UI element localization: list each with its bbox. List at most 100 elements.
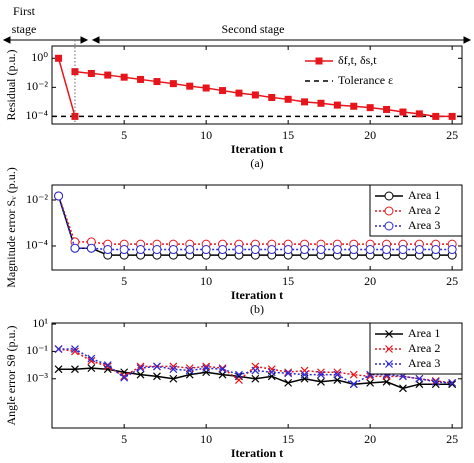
marker — [136, 370, 145, 379]
x-tick-label: 15 — [282, 128, 294, 142]
x-axis-label: Iteration t — [231, 446, 283, 460]
marker — [87, 357, 96, 365]
marker — [87, 364, 96, 373]
marker — [169, 365, 178, 374]
marker — [54, 365, 63, 374]
panel: 5 10 15 20 25 10¹ 10⁻¹ 10⁻³ Iteration t(c) Angle … — [4, 316, 463, 463]
marker — [218, 365, 227, 374]
marker — [153, 362, 161, 371]
marker — [414, 245, 424, 255]
marker — [267, 245, 277, 255]
plot — [54, 191, 457, 260]
legend-label: Area 2 — [408, 341, 440, 355]
marker — [250, 245, 260, 255]
marker — [120, 372, 129, 381]
legend-marker — [384, 221, 394, 231]
y-tick-label: 10⁰ — [31, 50, 48, 64]
marker — [267, 365, 276, 374]
plot-frame — [51, 322, 463, 429]
marker — [366, 378, 375, 387]
marker — [169, 374, 178, 383]
marker — [185, 366, 194, 375]
annotation: stage — [12, 22, 37, 36]
x-tick-label: 25 — [446, 128, 458, 142]
marker — [431, 376, 440, 385]
marker — [104, 71, 112, 79]
marker — [168, 245, 178, 255]
marker — [202, 84, 210, 92]
marker — [218, 245, 228, 255]
marker — [234, 245, 244, 255]
marker — [219, 87, 227, 95]
stage-arrows — [2, 36, 472, 44]
legend-marker — [385, 360, 393, 368]
y-axis-label: Residual (p.u.) — [4, 50, 18, 121]
x-axis-label: Iteration t — [231, 288, 283, 302]
x-axis-label: Iteration t — [231, 142, 283, 156]
legend-frame — [369, 322, 463, 375]
x-tick-label: 20 — [364, 432, 376, 446]
marker — [186, 82, 194, 90]
annotation: Second stage — [222, 22, 285, 36]
marker — [349, 370, 358, 379]
marker — [317, 99, 325, 107]
x-tick-label: 5 — [121, 432, 127, 446]
marker — [202, 364, 211, 373]
marker — [235, 370, 243, 379]
marker — [382, 245, 392, 255]
marker — [333, 101, 341, 109]
x-tick-label: 10 — [200, 128, 212, 142]
marker — [317, 377, 325, 386]
y-tick-label: 10¹ — [32, 316, 48, 330]
marker — [415, 374, 424, 383]
marker — [103, 245, 113, 255]
marker — [349, 380, 358, 389]
marker — [448, 378, 457, 387]
marker — [432, 112, 440, 120]
x-tick-label: 15 — [282, 432, 294, 446]
marker — [87, 354, 96, 363]
legend-label: Area 1 — [408, 188, 440, 202]
marker — [283, 245, 293, 255]
x-tick-label: 20 — [364, 274, 376, 288]
marker — [153, 78, 161, 86]
x-tick-label: 10 — [200, 274, 212, 288]
marker — [448, 112, 456, 120]
marker — [153, 372, 161, 381]
marker — [86, 243, 96, 253]
marker — [136, 245, 146, 255]
marker — [399, 108, 407, 116]
marker — [350, 102, 358, 110]
marker — [300, 245, 310, 255]
marker — [71, 112, 79, 120]
annotation: First — [13, 4, 36, 18]
marker — [136, 362, 145, 371]
panel: 5 10 15 20 25 10⁻² 10⁻⁴ Iteration t(b) Magnitude… — [4, 167, 463, 316]
legend-label: Area 2 — [408, 203, 440, 217]
marker — [120, 73, 128, 81]
plot — [54, 345, 457, 393]
marker — [71, 365, 79, 374]
x-tick-label: 5 — [121, 274, 127, 288]
x-tick-label: 5 — [121, 128, 127, 142]
y-tick-label: 10⁻² — [26, 192, 48, 206]
marker — [119, 245, 129, 255]
marker — [218, 364, 227, 373]
legend-marker — [384, 191, 394, 201]
marker — [431, 377, 440, 386]
marker — [54, 345, 63, 353]
x-tick-label: 25 — [446, 432, 458, 446]
legend-marker — [384, 206, 394, 216]
legend-marker — [315, 57, 323, 65]
legend-label: Tolerance ε — [338, 73, 393, 87]
marker — [235, 89, 243, 97]
marker — [415, 110, 423, 118]
panel-label: (a) — [250, 156, 263, 170]
marker — [136, 364, 145, 373]
marker — [300, 370, 309, 379]
marker — [103, 361, 112, 370]
marker — [137, 75, 145, 83]
panel-label: (c) — [250, 460, 263, 463]
x-tick-label: 20 — [364, 128, 376, 142]
plot-frame — [51, 45, 463, 125]
